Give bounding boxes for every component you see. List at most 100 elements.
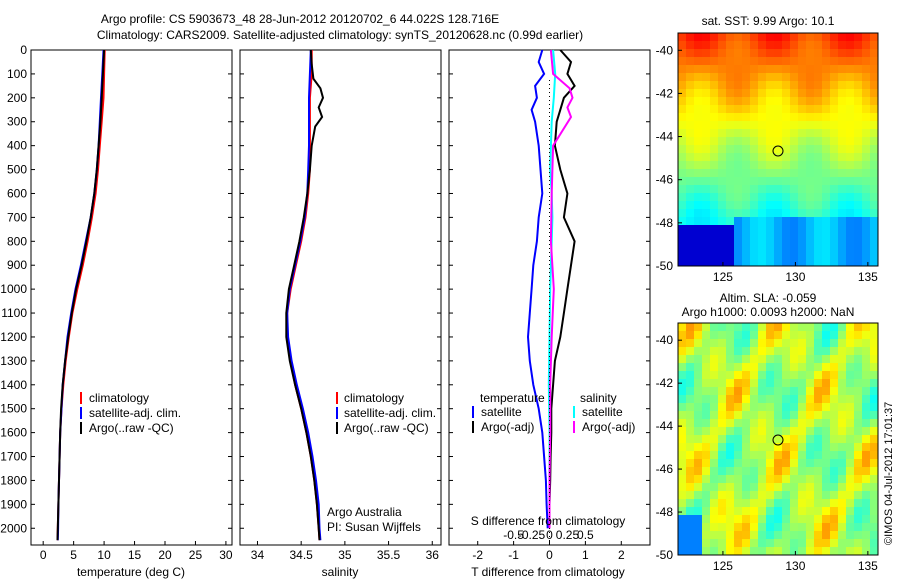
sst-map-cell — [694, 41, 702, 49]
sla-map-cell — [726, 403, 734, 411]
sla-map-cell — [862, 395, 870, 403]
sla-map-cell — [702, 387, 710, 395]
sst-map-cell — [710, 257, 718, 265]
sla-map-cell — [830, 547, 838, 555]
sla-map-cell — [686, 515, 694, 523]
sst-map-cell — [766, 33, 774, 41]
sla-map-cell — [862, 531, 870, 539]
sst-map-cell — [838, 257, 846, 265]
sla-map-cell — [766, 467, 774, 475]
sst-map-cell — [806, 169, 814, 177]
difference-tick-label: 0 — [546, 548, 553, 562]
sst-map-cell — [790, 177, 798, 185]
sla-map-cell — [870, 531, 878, 539]
sla-map-cell — [686, 435, 694, 443]
sst-map-cell — [870, 49, 878, 57]
sst-map-cell — [726, 233, 734, 241]
sla-map-cell — [742, 379, 750, 387]
sla-map-cell — [726, 331, 734, 339]
sst-map-cell — [870, 201, 878, 209]
sst-map-cell — [790, 97, 798, 105]
sla-map-cell — [718, 427, 726, 435]
sst-map-cell — [806, 185, 814, 193]
sla-map-cell — [822, 331, 830, 339]
sst-map-cell — [710, 57, 718, 65]
sla-map-cell — [750, 459, 758, 467]
sst-map-cell — [870, 169, 878, 177]
sst-map-cell — [854, 81, 862, 89]
sla-map-cell — [822, 371, 830, 379]
sla-map-cell — [854, 363, 862, 371]
sst-map-cell — [854, 65, 862, 73]
sst-map-cell — [678, 97, 686, 105]
sst-map-cell — [838, 249, 846, 257]
sst-map-cell — [774, 129, 782, 137]
sst-map-cell — [686, 177, 694, 185]
sst-map-cell — [774, 193, 782, 201]
sst-map-cell — [822, 89, 830, 97]
sst-map-cell — [766, 57, 774, 65]
sst-map-cell — [822, 249, 830, 257]
sst-map-cell — [678, 249, 686, 257]
sla-map-cell — [774, 467, 782, 475]
sla-map-cell — [750, 475, 758, 483]
sst-map-cell — [766, 97, 774, 105]
sst-map-cell — [854, 177, 862, 185]
sla-map-cell — [862, 379, 870, 387]
sla-map-cell — [742, 427, 750, 435]
sla-map-cell — [814, 331, 822, 339]
sla-map-cell — [686, 395, 694, 403]
sst-map-cell — [742, 169, 750, 177]
sla-map-cell — [870, 323, 878, 331]
sla-map-cell — [710, 403, 718, 411]
sst-map-cell — [862, 201, 870, 209]
sst-map-cell — [766, 113, 774, 121]
sst-map-cell — [726, 41, 734, 49]
sst-map-cell — [678, 73, 686, 81]
temperature-tick-label: 20 — [158, 548, 172, 562]
sla-map-cell — [710, 443, 718, 451]
sla-map-cell — [702, 523, 710, 531]
sst-map-cell — [838, 89, 846, 97]
sla-map-cell — [830, 531, 838, 539]
sla-map-cell — [758, 459, 766, 467]
sst-map-cell — [774, 145, 782, 153]
sst-map-cell — [718, 233, 726, 241]
sst-map-cell — [686, 97, 694, 105]
sst-map-cell — [822, 201, 830, 209]
sst-map-cell — [774, 153, 782, 161]
sla-map-cell — [734, 531, 742, 539]
sst-map-cell — [822, 41, 830, 49]
sla-map-cell — [750, 331, 758, 339]
sla-map-cell — [742, 403, 750, 411]
sla-map-cell — [758, 507, 766, 515]
sla-map-cell — [798, 363, 806, 371]
sst-map-cell — [710, 153, 718, 161]
sst-map-cell — [686, 145, 694, 153]
sla-map-cell — [846, 363, 854, 371]
sst-map-cell — [734, 137, 742, 145]
sst-map-cell — [846, 89, 854, 97]
sla-map-cell — [686, 379, 694, 387]
sla-map-cell — [742, 411, 750, 419]
sst-map-cell — [870, 97, 878, 105]
sla-map-cell — [766, 395, 774, 403]
sla-map-cell — [782, 331, 790, 339]
sla-map-cell — [830, 387, 838, 395]
sla-map-cell — [782, 387, 790, 395]
sla-map-cell — [718, 435, 726, 443]
sla-map-cell — [862, 459, 870, 467]
salinity-axis: 34 34.5 35 35.5 36 — [251, 541, 439, 562]
sla-map-cell — [678, 475, 686, 483]
sla-map-cell — [862, 371, 870, 379]
sla-map-cell — [710, 427, 718, 435]
sla-map-cell — [862, 467, 870, 475]
sla-map-cell — [686, 547, 694, 555]
sla-map-cell — [702, 323, 710, 331]
legend-label-argo: Argo(..raw -QC) — [89, 421, 174, 435]
sst-map-cell — [798, 177, 806, 185]
sla-map-cell — [830, 539, 838, 547]
sst-map-cell — [710, 201, 718, 209]
